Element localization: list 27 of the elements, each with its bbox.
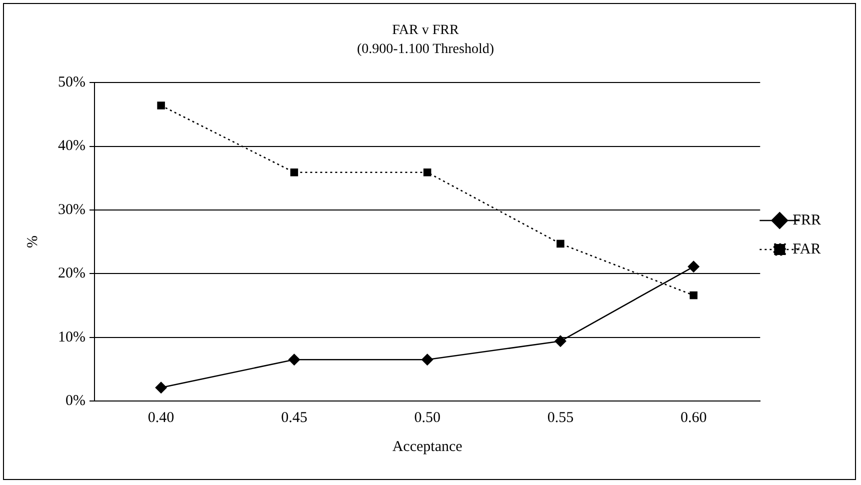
point bbox=[157, 102, 165, 110]
x-axis-title: Acceptance bbox=[392, 438, 463, 455]
x-tick-label: 0.60 bbox=[680, 410, 707, 426]
legend-label: FRR bbox=[792, 212, 822, 228]
y-tick-label: 0% bbox=[65, 392, 86, 409]
chart-subtitle: (0.900-1.100 Threshold) bbox=[357, 42, 494, 57]
point bbox=[423, 168, 432, 176]
point bbox=[288, 354, 300, 366]
legend-label: FAR bbox=[792, 241, 821, 258]
x-tick-label: 0.45 bbox=[281, 410, 308, 426]
point bbox=[688, 260, 700, 273]
y-tick-label: 10% bbox=[58, 329, 86, 346]
x-tick-label: 0.40 bbox=[148, 410, 174, 426]
point bbox=[421, 354, 434, 366]
y-tick-label: 40% bbox=[58, 138, 86, 154]
y-tick-label: 20% bbox=[58, 266, 86, 282]
point bbox=[690, 291, 698, 300]
y-tick-label: 50% bbox=[58, 74, 86, 91]
x-tick-label: 0.50 bbox=[414, 410, 440, 426]
point bbox=[554, 335, 566, 348]
y-axis-title: % bbox=[24, 236, 41, 248]
chart-title: FAR v FRR bbox=[392, 23, 460, 38]
point bbox=[290, 168, 298, 176]
point bbox=[155, 382, 168, 394]
point bbox=[556, 240, 564, 248]
x-tick-label: 0.55 bbox=[547, 410, 574, 426]
y-tick-label: 30% bbox=[58, 202, 86, 218]
